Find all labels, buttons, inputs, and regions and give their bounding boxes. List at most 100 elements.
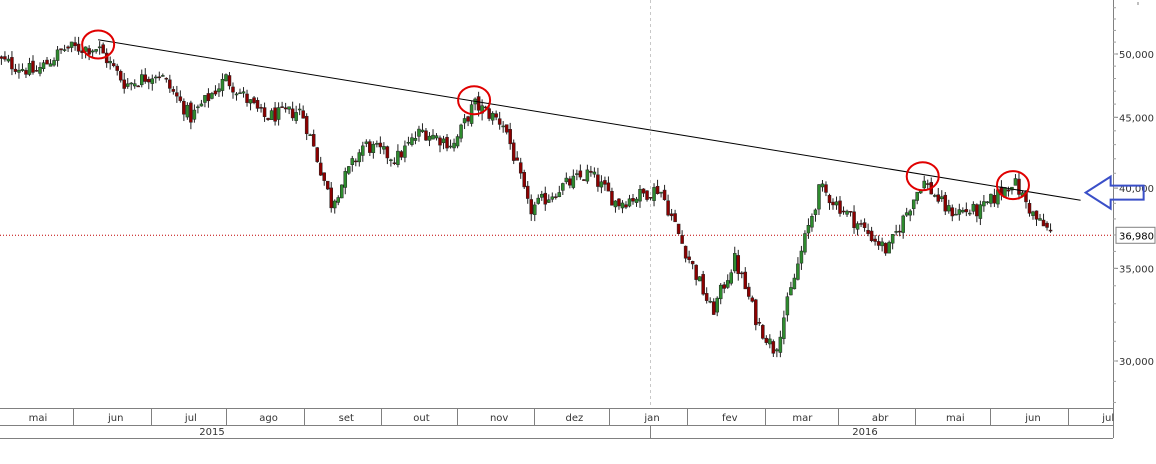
x-month-label: jul (184, 413, 197, 424)
candle-body (392, 162, 397, 164)
candle-body (329, 187, 333, 209)
candle-body (304, 115, 309, 135)
candle-body (645, 190, 649, 200)
candle-body (687, 256, 691, 260)
candle (157, 71, 162, 81)
candle (666, 194, 670, 217)
candle-body (459, 124, 463, 139)
candle-body (711, 301, 716, 315)
candle-body (441, 138, 446, 144)
candle (269, 108, 274, 121)
candle (862, 218, 867, 232)
candle (280, 101, 284, 108)
candle-body (971, 203, 976, 212)
candle (318, 156, 323, 176)
highlight-circle (905, 161, 940, 192)
candle (876, 235, 881, 250)
candle (164, 77, 169, 83)
candle (357, 149, 362, 167)
candle (203, 95, 207, 108)
candle-body (964, 209, 969, 213)
candle-body (957, 209, 962, 215)
candle (904, 207, 909, 217)
candle (41, 59, 46, 72)
candle-body (238, 92, 242, 94)
candle (340, 184, 344, 199)
candle (276, 102, 281, 126)
candle (255, 97, 260, 112)
candle-body (497, 118, 502, 125)
candle (887, 240, 891, 254)
candle (1017, 172, 1021, 200)
candle (227, 72, 232, 90)
candle (778, 330, 783, 358)
candle-body (592, 171, 597, 175)
candle (568, 176, 572, 189)
candle (336, 195, 341, 206)
y-tick-label: 50,000 (1119, 50, 1154, 61)
candle-body (620, 202, 625, 209)
candle (262, 102, 267, 122)
candle-body (859, 223, 863, 225)
candle-body (396, 150, 400, 165)
candle-body (448, 145, 453, 148)
candle-body (880, 241, 884, 247)
candle-body (873, 238, 877, 242)
candle-body (48, 63, 53, 67)
candle-body (554, 196, 558, 198)
candle-body (532, 204, 537, 215)
candles (0, 36, 1053, 358)
candle (1045, 221, 1049, 231)
candle (234, 92, 239, 101)
candle (13, 63, 18, 75)
candle-body (547, 199, 551, 203)
candle (59, 48, 63, 54)
candle (322, 172, 326, 186)
candle (575, 169, 579, 181)
candle (136, 85, 141, 88)
candle-body (206, 93, 211, 102)
candle-body (150, 78, 155, 84)
candle-body (115, 65, 119, 71)
candle (975, 203, 979, 223)
candle-body (175, 92, 179, 97)
candle (20, 63, 25, 72)
candle-body (129, 82, 133, 85)
candle-body (761, 325, 765, 339)
candle-body (294, 112, 298, 121)
candle (733, 246, 737, 274)
last-price-label: 36,980 (1119, 231, 1154, 242)
candle (347, 166, 351, 175)
candle-body (564, 177, 569, 183)
candle (747, 282, 751, 300)
candle (462, 113, 467, 130)
candle-body (332, 200, 337, 209)
candle (722, 281, 726, 294)
candle (771, 339, 776, 358)
candle (48, 58, 53, 67)
candle-body (368, 141, 372, 153)
x-month-label: mar (792, 413, 813, 424)
candle-body (511, 142, 516, 161)
candle-body (831, 201, 835, 206)
candle (424, 128, 428, 141)
candle (754, 298, 758, 331)
candle-body (1038, 218, 1042, 221)
candle (697, 276, 702, 282)
candle-body (820, 183, 825, 188)
candle-body (817, 184, 821, 210)
candle-body (789, 287, 793, 296)
candle-body (452, 142, 456, 149)
candle (982, 194, 986, 212)
candle (687, 250, 691, 264)
candle-body (697, 276, 702, 282)
candle (143, 68, 148, 84)
x-month-label: jul (1101, 413, 1114, 424)
candle-body (778, 336, 783, 353)
candle-body (557, 192, 562, 198)
candle (115, 63, 119, 76)
candle-body (729, 272, 733, 284)
candle (427, 132, 432, 147)
candle (529, 194, 533, 221)
candle (168, 74, 172, 93)
